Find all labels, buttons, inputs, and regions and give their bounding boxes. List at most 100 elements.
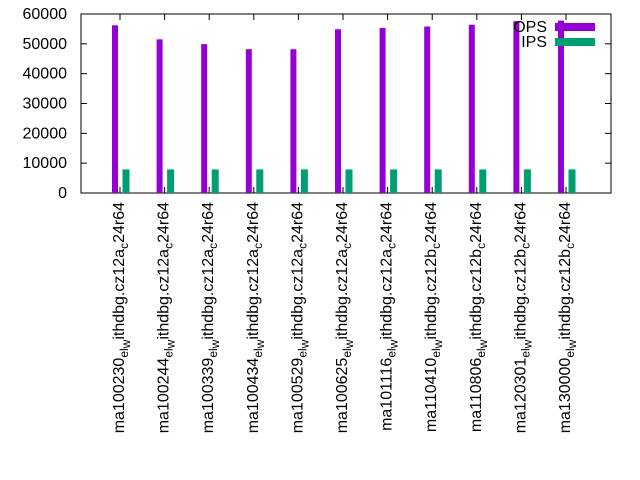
x-tick-label-part: el bbox=[117, 348, 131, 357]
x-tick-label-part: ithdbg.cz12a bbox=[334, 249, 351, 340]
bar-ops bbox=[112, 25, 118, 193]
x-tick-label-part: ma120301 bbox=[512, 358, 529, 434]
x-tick-label-part: 24r64 bbox=[468, 202, 485, 243]
x-tick-label-part: c bbox=[429, 243, 443, 249]
x-tick-label-part: w bbox=[119, 339, 133, 349]
x-tick-label-part: 24r64 bbox=[289, 202, 306, 243]
x-tick-label-part: ma101116 bbox=[379, 358, 396, 431]
x-tick-label-part: ithdbg.cz12b bbox=[423, 249, 440, 340]
y-tick-label: 10000 bbox=[23, 155, 68, 172]
x-tick-label-part: w bbox=[342, 339, 356, 349]
x-tick-label-part: w bbox=[297, 339, 311, 349]
bar-ips bbox=[345, 169, 353, 193]
bar-ips bbox=[390, 169, 398, 193]
x-tick-label-part: ithdbg.cz12a bbox=[200, 249, 217, 340]
x-tick-label-part: w bbox=[431, 339, 445, 349]
x-tick-label-part: ithdbg.cz12a bbox=[111, 249, 128, 340]
x-tick-label-part: 24r64 bbox=[557, 202, 574, 243]
x-tick-label-part: el bbox=[162, 348, 176, 357]
bar-ops bbox=[379, 28, 386, 193]
bar-ops bbox=[290, 49, 297, 193]
x-tick-label: ma100230elwithdbg.cz12ac24r64 bbox=[111, 202, 133, 433]
x-tick-label: ma110410elwithdbg.cz12bc24r64 bbox=[423, 202, 445, 432]
bar-ips bbox=[479, 169, 487, 193]
x-tick-label-part: 24r64 bbox=[379, 202, 396, 243]
x-tick-label-part: w bbox=[476, 339, 490, 349]
x-tick-label: ma100339elwithdbg.cz12ac24r64 bbox=[200, 202, 222, 433]
x-tick-label-part: 24r64 bbox=[111, 202, 128, 243]
x-tick-label-part: 24r64 bbox=[423, 202, 440, 243]
x-tick-label-part: c bbox=[162, 243, 176, 249]
bar-ops bbox=[201, 44, 208, 193]
legend-swatch-ips bbox=[555, 38, 595, 46]
y-tick-label: 20000 bbox=[23, 125, 68, 142]
x-tick-label-part: 24r64 bbox=[156, 202, 173, 243]
x-tick-label: ma130000elwithdbg.cz12bc24r64 bbox=[557, 202, 579, 433]
x-tick-label-part: ma100230 bbox=[111, 358, 128, 434]
bars bbox=[112, 20, 576, 194]
x-tick-label: ma100244elwithdbg.cz12ac24r64 bbox=[156, 202, 178, 433]
bar-ips bbox=[167, 169, 175, 193]
bar-ips bbox=[122, 169, 130, 193]
x-tick-label: ma100434elwithdbg.cz12ac24r64 bbox=[245, 202, 267, 433]
x-tick-label-part: el bbox=[385, 348, 399, 357]
bar-ops bbox=[245, 49, 252, 193]
bar-ips bbox=[300, 169, 308, 193]
bar-ops bbox=[513, 21, 520, 193]
x-tick-label-part: 24r64 bbox=[245, 202, 262, 243]
x-tick-label-part: c bbox=[385, 243, 399, 249]
bar-ips bbox=[434, 169, 442, 193]
x-tick-label-part: w bbox=[520, 339, 534, 349]
x-tick-label-part: c bbox=[251, 243, 265, 249]
bar-ips bbox=[211, 169, 219, 193]
x-tick-label-part: ma100529 bbox=[289, 358, 306, 434]
x-tick-label-part: ma100244 bbox=[156, 358, 173, 434]
x-tick-label-part: el bbox=[206, 348, 220, 357]
x-tick-label-part: c bbox=[206, 243, 220, 249]
x-tick-label-part: el bbox=[295, 348, 309, 357]
x-tick-label-part: c bbox=[295, 243, 309, 249]
x-tick-label: ma100625elwithdbg.cz12ac24r64 bbox=[334, 202, 356, 433]
y-tick-label: 30000 bbox=[23, 96, 68, 113]
x-tick-label-part: ma110410 bbox=[423, 358, 440, 433]
x-tick-label-part: w bbox=[387, 339, 401, 349]
y-tick-label: 0 bbox=[58, 185, 67, 202]
x-tick-label-part: ma100625 bbox=[334, 358, 351, 434]
x-tick-label-part: 24r64 bbox=[334, 202, 351, 243]
x-tick-label-part: ithdbg.cz12a bbox=[289, 249, 306, 340]
x-tick-label-part: w bbox=[164, 339, 178, 349]
x-tick-label: ma120301elwithdbg.cz12bc24r64 bbox=[512, 202, 534, 433]
x-tick-label-part: c bbox=[518, 243, 532, 249]
bar-ops bbox=[468, 24, 475, 193]
x-axis: ma100230elwithdbg.cz12ac24r64ma100244elw… bbox=[111, 14, 579, 433]
x-tick-label-part: ithdbg.cz12a bbox=[156, 249, 173, 340]
x-tick-label-part: c bbox=[117, 243, 131, 249]
x-tick-label-part: ithdbg.cz12a bbox=[379, 249, 396, 340]
x-tick-label-part: el bbox=[474, 348, 488, 357]
x-tick-label-part: w bbox=[565, 339, 579, 349]
legend-label-ips: IPS bbox=[521, 34, 547, 51]
x-tick-label-part: el bbox=[251, 348, 265, 357]
bar-ops bbox=[558, 20, 564, 193]
y-axis: 0 10000 20000 30000 40000 50000 60000 bbox=[23, 6, 611, 202]
legend-label-ops: OPS bbox=[513, 19, 547, 36]
x-tick-label-part: 24r64 bbox=[512, 202, 529, 243]
x-tick-label-part: ma100434 bbox=[245, 358, 262, 434]
x-tick-label-part: w bbox=[208, 339, 222, 349]
x-tick-label-part: c bbox=[474, 243, 488, 249]
x-tick-label-part: ithdbg.cz12b bbox=[512, 249, 529, 340]
x-tick-label: ma100529elwithdbg.cz12ac24r64 bbox=[289, 202, 311, 433]
x-tick-label-part: el bbox=[563, 348, 577, 357]
bar-ops bbox=[424, 26, 431, 194]
x-tick-label-part: c bbox=[563, 243, 577, 249]
x-tick-label-part: el bbox=[518, 348, 532, 357]
x-tick-label-part: 24r64 bbox=[200, 202, 217, 243]
x-tick-label-part: ma110806 bbox=[468, 358, 485, 433]
bar-ips bbox=[256, 169, 264, 193]
y-tick-label: 40000 bbox=[23, 66, 68, 83]
x-tick-label-part: c bbox=[340, 243, 354, 249]
bar-ips bbox=[568, 169, 576, 193]
x-tick-label-part: ithdbg.cz12b bbox=[468, 249, 485, 340]
